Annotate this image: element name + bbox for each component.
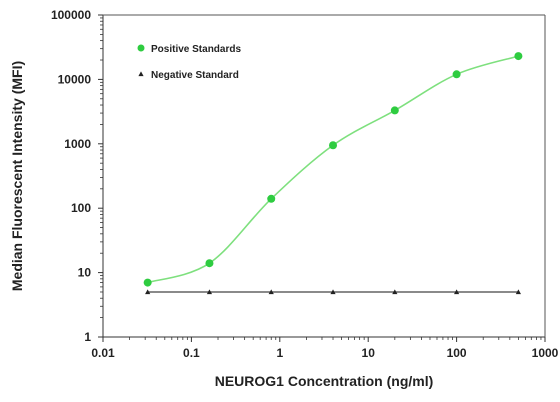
y-tick-label: 10 bbox=[78, 266, 92, 280]
point-negative bbox=[392, 289, 398, 295]
point-negative bbox=[515, 289, 521, 295]
point-positive bbox=[390, 106, 399, 115]
x-tick-label: 1 bbox=[276, 346, 283, 360]
point-negative bbox=[145, 289, 151, 295]
y-axis-title: Median Fluorescent Intensity (MFI) bbox=[9, 61, 25, 291]
data-markers bbox=[143, 52, 523, 295]
point-negative bbox=[454, 289, 460, 295]
y-tick-label: 1000 bbox=[64, 137, 91, 151]
fit-curve-positive bbox=[147, 55, 519, 284]
y-ticks: 1 10 100 1000 10000 100000 bbox=[51, 8, 103, 344]
point-positive bbox=[205, 259, 214, 268]
y-tick-label: 100000 bbox=[51, 8, 91, 22]
x-tick-label: 0.1 bbox=[183, 346, 200, 360]
point-positive bbox=[143, 278, 152, 287]
fit-curves bbox=[147, 55, 519, 293]
legend-marker-negative bbox=[138, 71, 144, 77]
y-tick-label: 100 bbox=[71, 201, 91, 215]
point-negative bbox=[330, 289, 336, 295]
point-negative bbox=[206, 289, 213, 295]
legend-label-negative: Negative Standard bbox=[151, 70, 239, 81]
legend-item-positive: Positive Standards bbox=[137, 44, 241, 55]
x-tick-label: 100 bbox=[447, 346, 467, 360]
x-ticks: 0.01 0.1 1 10 100 1000 bbox=[91, 337, 559, 360]
point-positive bbox=[329, 141, 338, 150]
point-positive bbox=[452, 70, 461, 79]
legend-marker-positive bbox=[137, 44, 145, 52]
x-tick-label: 10 bbox=[362, 346, 376, 360]
y-tick-label: 10000 bbox=[58, 72, 92, 86]
point-positive bbox=[267, 194, 276, 203]
point-positive bbox=[514, 52, 523, 61]
y-tick-label: 1 bbox=[84, 330, 91, 344]
legend: Positive Standards Negative Standard bbox=[137, 44, 241, 81]
axes bbox=[102, 14, 546, 338]
point-negative bbox=[268, 289, 274, 295]
legend-label-positive: Positive Standards bbox=[151, 44, 241, 55]
legend-item-negative: Negative Standard bbox=[138, 70, 239, 81]
x-tick-label: 1000 bbox=[532, 346, 559, 360]
x-axis-title: NEUROG1 Concentration (ng/ml) bbox=[215, 373, 434, 389]
x-tick-label: 0.01 bbox=[91, 346, 115, 360]
